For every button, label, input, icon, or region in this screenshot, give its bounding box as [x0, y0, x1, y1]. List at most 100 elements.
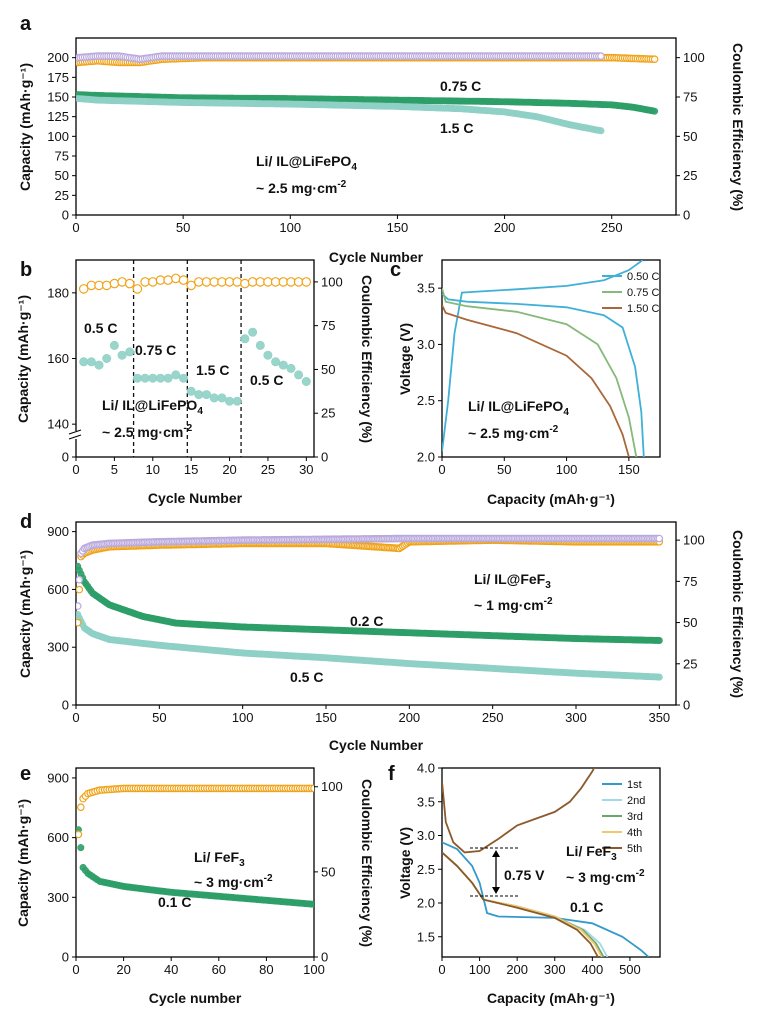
annotation: Li/ FeF3 — [566, 843, 617, 863]
curve — [442, 287, 638, 457]
data-point — [76, 575, 84, 584]
x-tick-label: 20 — [116, 962, 130, 977]
y2-tick-label: 100 — [321, 274, 343, 289]
annotation-text: ~ 2.5 mg·cm — [468, 425, 549, 441]
data-point — [77, 844, 85, 852]
x-tick-label: 0 — [72, 462, 79, 477]
annotation: ~ 3 mg·cm-2 — [566, 868, 645, 885]
y-tick-label: 0 — [62, 208, 69, 223]
curve — [442, 304, 630, 457]
data-point — [202, 390, 212, 400]
annotation: 1.5 C — [440, 120, 473, 136]
y-tick-label: 50 — [55, 168, 69, 183]
annotation: 0.5 C — [290, 669, 323, 685]
panel-letter: f — [388, 763, 395, 785]
curve — [442, 841, 650, 957]
panel-letter: b — [20, 259, 32, 281]
series-0.2-C-capacity — [76, 562, 663, 644]
series-0.50-C-discharge — [442, 293, 645, 457]
annotation-text: Li/ IL@LiFePO — [102, 397, 197, 413]
legend-label: 4th — [627, 827, 642, 839]
x-tick-label: 25 — [261, 462, 275, 477]
y-tick-label: 3.0 — [417, 828, 435, 843]
y-tick-label: 175 — [47, 70, 69, 85]
y-tick-label: 0 — [62, 698, 69, 713]
data-point — [125, 347, 135, 357]
series-0.1-C-CE — [76, 784, 314, 839]
y2-tick-label: 25 — [321, 406, 335, 421]
data-point — [140, 373, 150, 383]
x-tick-label: 60 — [212, 962, 226, 977]
plot-area — [76, 52, 659, 135]
y-tick-label: 4.0 — [417, 761, 435, 776]
annotation-sup: -2 — [544, 596, 553, 607]
y2-axis-label: Coulombic Efficiency (%) — [359, 779, 375, 947]
data-point — [655, 534, 664, 543]
data-point — [171, 370, 181, 380]
annotation: ~ 2.5 mg·cm-2 — [102, 423, 193, 440]
series-0.75-C — [442, 287, 638, 457]
data-point — [76, 602, 82, 610]
annotation-text: 0.75 V — [504, 867, 545, 883]
x-tick-label: 20 — [222, 462, 236, 477]
data-point — [217, 393, 227, 403]
annotation: Li/ IL@LiFePO4 — [468, 398, 569, 418]
series-0.50-C — [442, 260, 643, 452]
data-point — [76, 585, 84, 594]
y-tick-label: 3.5 — [417, 794, 435, 809]
y-tick-label: 2.0 — [417, 896, 435, 911]
data-point — [278, 360, 288, 370]
annotation: 0.75 C — [440, 78, 481, 94]
data-point — [255, 340, 265, 350]
data-point — [597, 127, 605, 135]
annotation-text: ~ 1 mg·cm — [474, 597, 544, 613]
data-point — [301, 277, 312, 287]
x-tick-label: 40 — [164, 962, 178, 977]
series-1.5-C-capacity — [76, 95, 605, 135]
legend-label: 1.50 C — [627, 303, 659, 315]
panel-f: f 0 100 200 300 400 500 1.5 2.0 2.5 3.0 3.5 4.0 Capac… — [388, 761, 661, 1006]
annotation-text: ~ 2.5 mg·cm — [102, 424, 183, 440]
series-0.5-C-capacity — [76, 611, 663, 681]
data-point — [78, 284, 89, 294]
y2-tick-label: 100 — [321, 779, 343, 794]
curve — [442, 293, 645, 457]
data-point — [179, 373, 189, 383]
y-tick-label: 3.5 — [417, 281, 435, 296]
annotation-sub: 4 — [197, 406, 203, 417]
legend-label: 3rd — [627, 811, 643, 823]
y2-tick-label: 0 — [683, 208, 690, 223]
x-tick-label: 200 — [398, 710, 420, 725]
y-tick-label: 0 — [62, 450, 69, 465]
annotation: Li/ IL@FeF3 — [474, 571, 551, 591]
x-tick-label: 50 — [497, 462, 511, 477]
y2-tick-label: 75 — [321, 318, 335, 333]
series-5th — [442, 851, 599, 957]
y-tick-label: 3.0 — [417, 337, 435, 352]
data-point — [163, 373, 173, 383]
annotation: ~ 1 mg·cm-2 — [474, 596, 553, 613]
data-point — [76, 618, 82, 627]
data-point — [124, 278, 135, 289]
x-tick-label: 400 — [581, 962, 603, 977]
plot-frame — [441, 259, 661, 458]
data-point — [232, 396, 242, 406]
series-1.5-C-CE — [76, 52, 605, 64]
data-point — [171, 273, 181, 284]
data-point — [310, 900, 314, 908]
y2-axis-label: Coulombic Efficiency (%) — [359, 275, 375, 443]
y2-tick-label: 50 — [321, 362, 335, 377]
annotation: Li/ IL@LiFePO4 — [102, 397, 203, 417]
annotation-sup: -2 — [183, 423, 192, 434]
data-point — [77, 803, 85, 812]
y-tick-label: 900 — [47, 770, 69, 785]
x-tick-label: 5 — [111, 462, 118, 477]
y2-tick-label: 25 — [683, 656, 697, 671]
data-point — [655, 636, 663, 644]
data-point — [102, 353, 112, 363]
annotation: ~ 2.5 mg·cm-2 — [256, 179, 347, 196]
legend-label: 1st — [627, 779, 642, 791]
x-tick-label: 500 — [619, 962, 641, 977]
annotation-sup: -2 — [636, 868, 645, 879]
y2-axis-label: Coulombic Efficiency (%) — [730, 43, 746, 211]
